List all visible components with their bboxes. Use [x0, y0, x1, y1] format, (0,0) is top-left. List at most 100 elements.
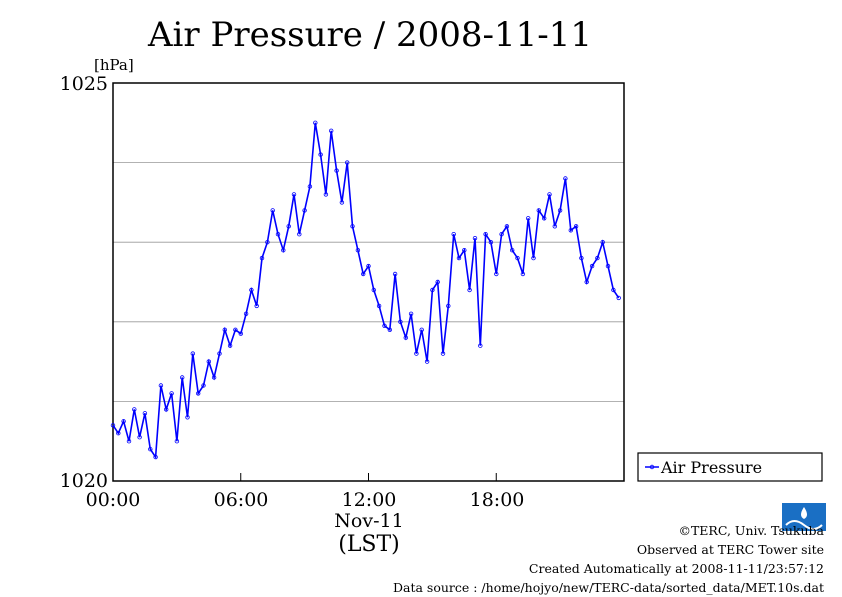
data-point [483, 231, 488, 237]
x-tick-label-0000: 00:00 [86, 489, 141, 511]
x-axis-label: Nov-11 [334, 510, 403, 532]
legend: Air Pressure [637, 452, 823, 482]
data-point [163, 407, 169, 412]
data-point [435, 279, 440, 285]
data-point [286, 224, 291, 229]
legend-label: Air Pressure [660, 458, 762, 477]
data-point [547, 192, 552, 197]
data-point [611, 287, 616, 293]
data-point [499, 231, 504, 237]
data-point [376, 303, 382, 309]
data-point [227, 343, 233, 348]
data-point [472, 235, 478, 241]
data-point [318, 152, 323, 157]
data-point [190, 351, 195, 356]
data-point [270, 208, 275, 213]
data-point [563, 176, 568, 181]
credit-created: Created Automatically at 2008-11-11/23:5… [528, 561, 824, 576]
credits: ©TERC, Univ. Tsukuba Observed at TERC To… [393, 521, 824, 597]
x-tick-label-1200: 12:00 [342, 489, 397, 511]
data-point [313, 120, 318, 125]
data-point [158, 383, 164, 388]
series-air-pressure [110, 120, 621, 460]
y-tick-label-bottom: 1020 [60, 470, 108, 492]
data-point [419, 327, 424, 332]
data-point [467, 287, 472, 293]
data-point [584, 279, 589, 285]
data-point [371, 287, 376, 293]
legend-box [637, 452, 823, 482]
data-point [403, 335, 408, 340]
data-point [121, 419, 126, 424]
data-point [238, 331, 243, 336]
data-point [195, 391, 201, 396]
data-point [573, 224, 579, 229]
x-axis-unit: (LST) [338, 532, 400, 557]
credit-copyright: ©TERC, Univ. Tsukuba [678, 523, 824, 538]
data-point [249, 287, 254, 293]
data-point [462, 247, 467, 253]
credit-site: Observed at TERC Tower site [636, 542, 824, 557]
data-point [329, 128, 334, 133]
data-point [169, 391, 174, 396]
data-point [259, 255, 265, 261]
data-point [148, 447, 153, 452]
data-point [520, 271, 526, 277]
data-point [387, 327, 392, 332]
data-point [414, 351, 419, 356]
data-point [185, 415, 190, 420]
data-point [446, 303, 451, 309]
data-point [451, 231, 456, 237]
data-point [265, 239, 270, 245]
data-point [568, 228, 573, 233]
data-point [307, 184, 313, 189]
data-point [408, 311, 414, 316]
logo-wave [785, 520, 823, 530]
data-point [201, 383, 206, 388]
data-point [366, 263, 371, 269]
y-tick-label-top: 1025 [60, 73, 108, 95]
y-axis-label: [hPa] [94, 56, 134, 74]
data-point [179, 375, 185, 380]
data-point [350, 224, 355, 229]
data-point [579, 255, 584, 261]
data-point [281, 247, 286, 253]
data-point [595, 255, 600, 261]
data-point [116, 431, 121, 436]
data-point [600, 239, 605, 245]
data-point [510, 247, 515, 253]
plot-frame [112, 82, 625, 482]
data-point [206, 359, 211, 364]
data-point [222, 327, 227, 332]
data-point [536, 208, 541, 213]
logo-drop [801, 507, 807, 519]
data-point [526, 216, 531, 221]
data-point [440, 351, 446, 356]
data-point [132, 407, 137, 412]
data-point [153, 454, 158, 460]
data-point [542, 216, 547, 221]
data-point [398, 319, 403, 324]
data-point [137, 435, 142, 440]
data-point [142, 411, 148, 416]
data-point [456, 255, 462, 261]
data-point [345, 160, 350, 165]
data-point [254, 303, 259, 309]
legend-marker [649, 464, 655, 470]
x-tick-label-0600: 06:00 [214, 489, 269, 511]
data-point [126, 439, 132, 444]
data-point [392, 271, 398, 277]
data-point [504, 224, 510, 229]
data-point [494, 271, 499, 277]
data-point [589, 263, 595, 269]
data-point [217, 351, 222, 356]
data-point [297, 231, 302, 237]
data-point [478, 343, 483, 348]
data-point [557, 208, 563, 213]
data-point [430, 287, 435, 293]
data-point [334, 168, 339, 173]
data-point [616, 295, 621, 301]
data-point [361, 271, 366, 277]
series-line [112, 122, 620, 460]
data-point [275, 231, 281, 237]
